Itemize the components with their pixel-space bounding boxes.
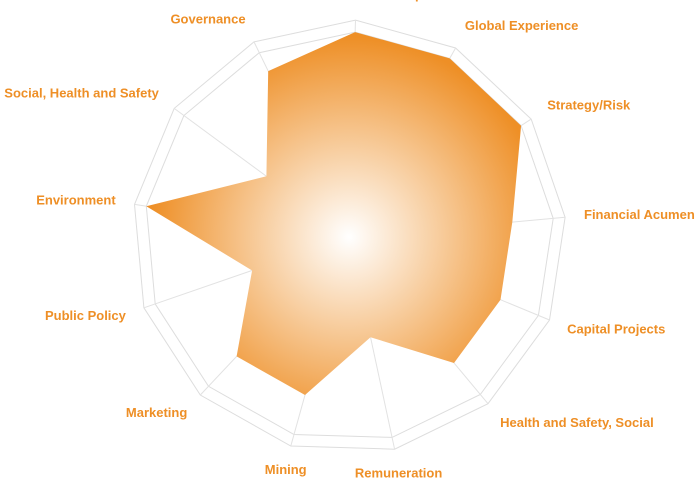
grid-ring-2: [133, 19, 566, 450]
axis-label-marketing: Marketing: [126, 405, 187, 420]
axis-label-remuneration: Remuneration: [355, 466, 442, 481]
grid-ring-1: [145, 31, 554, 438]
radar-series-area: [146, 32, 522, 395]
axis-label-social-health-and-safety: Social, Health and Safety: [4, 86, 159, 101]
axis-label-health-and-safety-social: Health and Safety, Social: [500, 415, 654, 430]
axis-label-governance: Governance: [170, 11, 245, 26]
axis-label-environment: Environment: [36, 193, 116, 208]
axis-label-capital-projects: Capital Projects: [567, 322, 665, 337]
axis-label-strategy-risk: Strategy/Risk: [547, 98, 631, 113]
radar-grid: [133, 19, 566, 450]
axis-label-public-policy: Public Policy: [45, 308, 127, 323]
axis-label-mining: Mining: [265, 462, 307, 477]
axis-label-executive-leadership: Executive Leadership: [289, 0, 423, 2]
series-polygon: [146, 32, 522, 395]
axis-label-global-experience: Global Experience: [465, 18, 578, 33]
radar-axis-labels: Executive Leadership Global Experience Str…: [4, 0, 695, 481]
axis-label-financial-acumen: Financial Acumen: [584, 207, 695, 222]
